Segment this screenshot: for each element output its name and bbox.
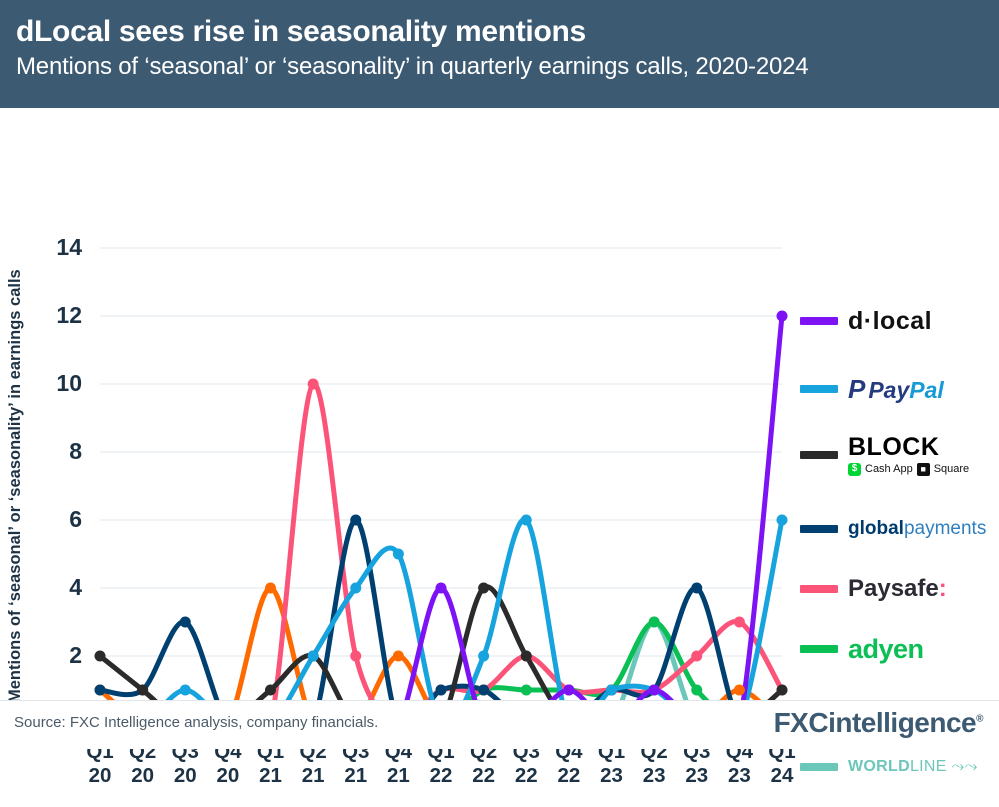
legend-swatch-globalpayments: [800, 525, 838, 533]
legend-item-globalpayments[interactable]: globalpayments: [800, 506, 999, 552]
data-point: [435, 582, 447, 594]
x-axis-year: 23: [600, 764, 623, 787]
fxc-intelligence-logo: FXCintelligence®: [773, 707, 984, 738]
x-axis-year: 23: [685, 764, 709, 787]
data-point: [691, 684, 703, 696]
chart-body: Mentions of ‘seasonal’ or ‘seasonality’ …: [0, 108, 999, 788]
data-point: [733, 684, 745, 696]
x-axis-year: 21: [386, 764, 410, 787]
x-axis-year: 21: [259, 764, 282, 787]
legend-item-paysafe[interactable]: Paysafe:: [800, 566, 999, 612]
legend-swatch-dlocal: [800, 317, 838, 325]
chart-subtitle: Mentions of ‘seasonal’ or ‘seasonality’ …: [16, 53, 809, 80]
chart-legend: d·local P PayPal BLOCK $ Cash App ■ Square globa…: [800, 216, 999, 775]
block-wordmark: BLOCK: [848, 432, 940, 461]
data-point: [691, 650, 703, 662]
worldline-wave-icon: ⤳⤳: [946, 758, 978, 775]
data-point: [265, 582, 276, 594]
legend-swatch-worldline: [800, 763, 838, 771]
x-axis-year: 22: [429, 764, 453, 787]
legend-swatch-adyen: [800, 645, 838, 653]
data-point: [563, 684, 575, 696]
data-point: [691, 582, 703, 594]
legend-item-worldline[interactable]: WORLDLINE ⤳⤳: [800, 744, 999, 790]
legend-label-paysafe: Paysafe:: [848, 575, 947, 602]
data-point: [350, 582, 362, 594]
data-point: [435, 684, 447, 696]
data-point: [392, 650, 404, 662]
data-point: [307, 650, 319, 662]
data-point: [520, 514, 532, 526]
legend-label-globalpayments: globalpayments: [848, 518, 987, 539]
chart-title: dLocal sees rise in seasonality mentions: [16, 15, 586, 48]
x-axis-year: 20: [216, 764, 240, 787]
plot-svg: [94, 247, 788, 736]
y-axis-tick-label: 4: [69, 574, 82, 600]
y-axis-tick-label: 10: [56, 370, 82, 396]
data-point: [392, 548, 404, 560]
x-axis-year: 20: [173, 764, 197, 787]
chart-footer: Source: FXC Intelligence analysis, compa…: [0, 700, 999, 749]
source-note: Source: FXC Intelligence analysis, compa…: [14, 714, 379, 731]
data-point: [179, 616, 191, 628]
legend-label-worldline: WORLDLINE ⤳⤳: [848, 758, 978, 775]
data-point: [520, 684, 532, 696]
legend-swatch-paypal: [800, 385, 838, 393]
square-icon: ■: [916, 462, 930, 476]
data-point: [776, 684, 788, 696]
data-point: [179, 684, 191, 696]
data-point: [350, 514, 362, 526]
data-point: [520, 650, 532, 662]
x-axis-year: 21: [301, 764, 325, 787]
data-point: [478, 684, 490, 696]
data-point: [776, 310, 788, 322]
x-axis-year: 20: [131, 764, 155, 787]
x-axis-year: 21: [344, 764, 368, 787]
x-axis-year: 24: [770, 764, 794, 787]
data-point: [478, 650, 490, 662]
legend-item-block[interactable]: BLOCK $ Cash App ■ Square: [800, 432, 999, 478]
legend-label-paypal: P PayPal: [848, 373, 944, 404]
y-axis-tick-label: 2: [69, 642, 82, 668]
data-point: [94, 650, 106, 662]
data-point: [307, 378, 319, 390]
data-point: [94, 684, 106, 696]
data-point: [648, 616, 660, 628]
legend-item-dlocal[interactable]: d·local: [800, 298, 999, 344]
y-axis-tick-label: 12: [56, 302, 82, 328]
x-axis-year: 23: [642, 764, 666, 787]
cash-app-icon: $: [848, 462, 861, 476]
x-axis-year: 23: [727, 764, 751, 787]
data-point: [776, 514, 788, 526]
data-point: [350, 650, 362, 662]
x-axis-year: 22: [557, 764, 581, 787]
legend-label-dlocal: d·local: [848, 306, 933, 335]
series-lines: [97, 313, 785, 736]
x-axis-year: 22: [472, 764, 496, 787]
y-axis-tick-label: 6: [69, 506, 82, 532]
chart-header: dLocal sees rise in seasonality mentions…: [0, 0, 999, 108]
legend-label-adyen: adyen: [848, 633, 924, 664]
y-axis-tick-label: 8: [69, 438, 82, 464]
data-point: [606, 684, 617, 696]
data-point: [265, 684, 276, 696]
legend-item-adyen[interactable]: adyen: [800, 626, 999, 672]
data-point: [137, 684, 149, 696]
legend-swatch-paysafe: [800, 585, 838, 593]
legend-item-paypal[interactable]: P PayPal: [800, 366, 999, 412]
y-axis-tick-label: 14: [56, 234, 82, 260]
x-axis-year: 22: [514, 764, 538, 787]
data-point: [733, 616, 745, 628]
data-point: [648, 684, 660, 696]
legend-label-block: BLOCK $ Cash App ■ Square: [848, 432, 970, 476]
data-point: [478, 582, 490, 594]
paypal-p-icon: P: [848, 373, 866, 404]
legend-swatch-block: [800, 451, 838, 459]
x-axis-year: 20: [88, 764, 112, 787]
